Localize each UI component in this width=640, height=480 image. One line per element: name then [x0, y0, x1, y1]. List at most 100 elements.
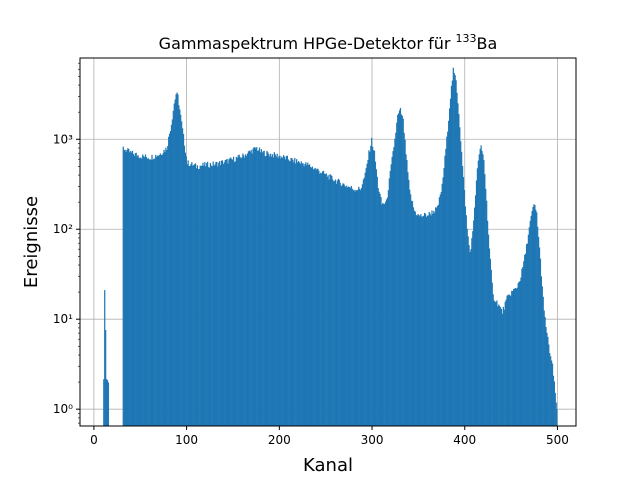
x-tick-label: 200	[268, 433, 291, 447]
histogram-bar	[537, 226, 539, 426]
histogram-bar	[386, 197, 389, 426]
histogram-bar	[439, 194, 441, 426]
histogram-bar	[122, 146, 124, 426]
histogram-bar	[544, 317, 546, 426]
histogram-bar	[361, 184, 364, 426]
histogram-bar	[189, 165, 191, 426]
histogram-bar	[314, 167, 316, 426]
histogram-bar	[212, 161, 214, 426]
histogram-bar	[383, 203, 385, 426]
histogram-bar	[491, 282, 493, 426]
histogram-bar	[349, 187, 352, 426]
histogram-bar	[457, 103, 459, 427]
histogram-bar	[346, 185, 348, 426]
histogram-bar	[376, 176, 378, 426]
histogram-bar	[432, 213, 434, 426]
histogram-bar	[422, 216, 424, 426]
histogram-bar	[155, 154, 157, 426]
histogram-bar	[444, 155, 446, 427]
histogram-bar	[406, 159, 408, 426]
chart-title: Gammaspektrum HPGe-Detektor für 133Ba	[159, 32, 498, 53]
histogram-bar	[256, 147, 258, 426]
histogram-bar	[387, 190, 390, 426]
histogram-bar	[536, 212, 538, 426]
histogram-bar	[317, 168, 319, 426]
histogram-bar	[181, 128, 184, 427]
histogram-bar	[474, 207, 476, 426]
histogram-bar	[550, 360, 553, 426]
histogram-bar	[187, 160, 189, 426]
histogram-bar	[280, 158, 282, 427]
histogram-bar	[205, 166, 207, 426]
histogram-bar	[263, 150, 265, 426]
histogram-bar	[498, 304, 500, 426]
histogram-bar	[399, 107, 402, 427]
histogram-bars	[103, 67, 558, 427]
histogram-bar	[474, 195, 477, 426]
histogram-bar	[410, 194, 412, 426]
histogram-bar	[519, 281, 521, 426]
histogram-bar	[392, 151, 394, 426]
histogram-bar	[377, 188, 379, 426]
histogram-bar	[159, 153, 161, 426]
histogram-bar	[404, 139, 406, 427]
histogram-bar	[103, 379, 105, 426]
histogram-bar	[321, 173, 323, 426]
histogram-bar	[486, 200, 488, 426]
histogram-bar	[514, 288, 517, 426]
histogram-bar	[325, 173, 327, 426]
histogram-bar	[277, 157, 279, 426]
histogram-bar	[554, 392, 556, 426]
histogram-bar	[391, 156, 393, 426]
histogram-bar	[134, 153, 136, 427]
histogram-bar	[150, 159, 152, 426]
histogram-bar	[245, 155, 248, 427]
histogram-bar	[438, 197, 441, 426]
histogram-bar	[251, 153, 253, 426]
histogram-bar	[417, 214, 419, 426]
histogram-bar	[214, 164, 216, 426]
histogram-bar	[227, 163, 229, 426]
histogram-bar	[193, 164, 195, 426]
histogram-bar	[548, 344, 550, 426]
y-tick-label: 10³	[53, 132, 73, 146]
histogram-bar	[401, 115, 403, 427]
histogram-bar	[447, 131, 449, 426]
histogram-bar	[130, 152, 133, 426]
histogram-bar	[442, 177, 444, 426]
histogram-bar	[131, 150, 134, 426]
histogram-bar	[546, 332, 548, 426]
histogram-bar	[356, 190, 358, 426]
histogram-bar	[360, 187, 363, 426]
histogram-bar	[237, 155, 239, 426]
histogram-bar	[496, 300, 498, 426]
histogram-bar	[436, 205, 439, 426]
histogram-bar	[174, 99, 176, 426]
histogram-bar	[184, 152, 186, 426]
histogram-bar	[243, 155, 245, 426]
histogram-bar	[125, 151, 127, 426]
histogram-bar	[371, 137, 373, 426]
histogram-bar	[397, 113, 400, 426]
histogram-bar	[287, 159, 289, 426]
histogram-bar	[222, 164, 225, 426]
histogram-bar	[200, 165, 202, 427]
x-tick-label: 0	[90, 433, 98, 447]
histogram-bar	[191, 162, 193, 426]
histogram-bar	[192, 165, 194, 426]
plot-frame	[79, 57, 577, 427]
histogram-bar	[258, 147, 261, 426]
histogram-bar	[173, 103, 175, 427]
histogram-bar	[397, 114, 399, 427]
histogram-bar	[242, 153, 244, 426]
histogram-bar	[370, 145, 372, 426]
histogram-bar	[267, 152, 269, 426]
histogram-bar	[232, 156, 235, 426]
histogram-bar	[520, 277, 522, 426]
histogram-bar	[540, 276, 542, 426]
histogram-bar	[467, 236, 469, 426]
histogram-bar	[268, 154, 270, 426]
histogram-bar	[394, 138, 396, 426]
histogram-bar	[168, 136, 170, 426]
histogram-bar	[363, 177, 365, 426]
